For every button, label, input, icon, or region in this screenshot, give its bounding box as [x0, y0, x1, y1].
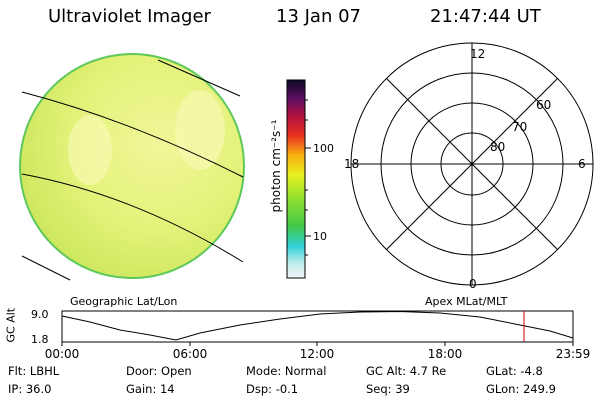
- mlt-label-6: 6: [578, 157, 586, 171]
- apex-mlat-mlt-title: Apex MLat/MLT: [425, 295, 508, 308]
- mlt-label-0: 0: [469, 277, 477, 291]
- geo-grid-lines: [21, 59, 244, 281]
- lat-label-80: 80: [490, 140, 506, 154]
- status-dsp: Dsp: -0.1: [246, 382, 299, 396]
- status-gain: Gain: 14: [126, 382, 175, 396]
- status-ip: IP: 36.0: [8, 382, 52, 396]
- lat-label-70: 70: [512, 120, 528, 134]
- x-tick-0000: 00:00: [44, 347, 80, 361]
- x-tick-1800: 18:00: [427, 347, 463, 361]
- status-flt: Flt: LBHL: [8, 364, 60, 378]
- x-tick-0600: 06:00: [172, 347, 208, 361]
- gc-alt-axis-label: GC Alt: [4, 307, 18, 343]
- time-label: 21:47:44 UT: [430, 6, 541, 27]
- mlt-label-12: 12: [470, 47, 486, 61]
- status-mode: Mode: Normal: [246, 364, 327, 378]
- status-glat: GLat: -4.8: [486, 364, 543, 378]
- altitude-plot: [61, 310, 574, 346]
- x-tick-2359: 23:59: [555, 347, 591, 361]
- colorbar-tick-10: 10: [313, 230, 327, 243]
- status-seq: Seq: 39: [366, 382, 410, 396]
- lat-label-60: 60: [536, 98, 552, 112]
- polar-plot: [350, 42, 594, 286]
- colorbar: [286, 79, 306, 279]
- app-title: Ultraviolet Imager: [48, 6, 211, 27]
- date-label: 13 Jan 07: [276, 6, 361, 27]
- altitude-curve: [61, 310, 574, 341]
- colorbar-unit-label: photon cm⁻²s⁻¹: [269, 119, 283, 213]
- alt-tick-1-8: 1.8: [31, 333, 49, 346]
- mlt-label-18: 18: [344, 157, 360, 171]
- status-glon: GLon: 249.9: [486, 382, 556, 396]
- status-gc-alt: GC Alt: 4.7 Re: [366, 364, 447, 378]
- status-door: Door: Open: [126, 364, 192, 378]
- uv-image-disk: [19, 53, 245, 279]
- colorbar-ticks: [305, 99, 311, 256]
- x-tick-1200: 12:00: [299, 347, 335, 361]
- geo-latlon-title: Geographic Lat/Lon: [70, 295, 178, 308]
- colorbar-tick-100: 100: [313, 142, 334, 155]
- alt-tick-9: 9.0: [31, 308, 49, 321]
